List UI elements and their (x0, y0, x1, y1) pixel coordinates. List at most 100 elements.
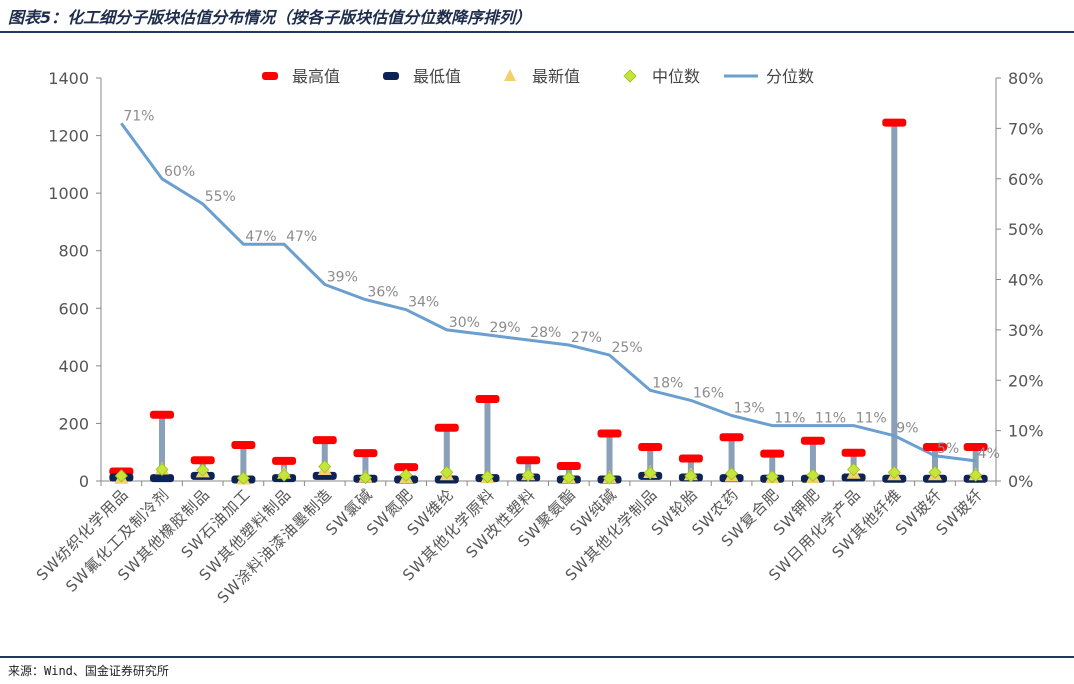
median-marker (969, 468, 983, 482)
max-marker (638, 443, 663, 452)
source-note: 来源：Wind、国金证券研究所 (8, 664, 169, 678)
y-right-tick-label: 70% (1008, 119, 1044, 138)
y-left-tick-label: 1000 (48, 184, 89, 203)
range-bar (769, 453, 776, 479)
percent-label: 11% (774, 411, 805, 427)
percentile-series-line (120, 122, 976, 463)
median-marker (928, 465, 942, 479)
y-left-tick-label: 1200 (48, 127, 89, 146)
title-rule (0, 31, 1074, 33)
max-marker (190, 456, 215, 465)
percent-label: 28% (530, 325, 561, 341)
y-right-tick-label: 40% (1008, 271, 1044, 290)
median-marker (399, 468, 413, 482)
max-marker (800, 436, 825, 445)
median-marker (806, 468, 820, 482)
median-marker (196, 463, 210, 477)
legend-swatch-dash (262, 72, 278, 80)
y-left-tick-label: 1400 (48, 69, 89, 88)
legend-swatch-triangle (504, 69, 516, 81)
percent-label: 55% (205, 189, 236, 205)
median-marker (643, 466, 657, 480)
y-left-tick-label: 0 (79, 472, 89, 491)
percent-label: 34% (408, 295, 439, 311)
median-marker (155, 462, 169, 477)
median-marker (480, 470, 495, 484)
legend-swatch-diamond (623, 69, 637, 83)
range-bar (159, 414, 166, 479)
median-marker (358, 470, 372, 485)
legend-label: 中位数 (652, 67, 700, 86)
percent-label: 39% (327, 270, 358, 286)
y-left-tick-label: 600 (58, 299, 89, 318)
max-marker (272, 456, 297, 465)
y-right-tick-label: 0% (1008, 472, 1033, 491)
y-right-tick-label: 30% (1008, 321, 1044, 340)
y-right-tick-label: 10% (1008, 422, 1044, 441)
range-bar (606, 433, 613, 480)
legend-label: 分位数 (766, 67, 814, 86)
percent-label: 16% (693, 385, 724, 401)
figure-title: 图表5：化工细分子版块估值分布情况（按各子版块估值分位数降序排列） (8, 8, 532, 27)
max-marker (231, 441, 256, 450)
median-marker (440, 465, 454, 479)
median-marker (562, 470, 576, 485)
max-marker (434, 423, 459, 432)
percent-label: 5% (937, 441, 959, 457)
y-left-tick-label: 800 (58, 242, 89, 261)
max-marker (475, 394, 500, 403)
median-marker (602, 471, 617, 485)
max-marker (841, 448, 866, 457)
max-marker (312, 436, 337, 445)
percent-label: 29% (489, 320, 520, 336)
range-bar (891, 122, 898, 479)
range-bar (809, 440, 816, 479)
chart-legend: 最高值 最低值 最新值 中位数 分位数 (262, 67, 814, 86)
percent-label: 60% (164, 164, 195, 180)
max-marker (760, 449, 785, 458)
percent-label: 11% (856, 411, 887, 427)
legend-label: 最新值 (532, 67, 580, 86)
median-marker (684, 469, 698, 483)
legend-swatch-dash (383, 72, 399, 80)
y-right-tick-label: 60% (1008, 170, 1044, 189)
percent-label: 25% (612, 340, 643, 356)
median-marker (277, 468, 291, 482)
legend-label: 最低值 (413, 67, 461, 86)
percent-label: 47% (245, 229, 276, 245)
percent-label: 36% (367, 285, 398, 301)
footer-rule (0, 656, 1074, 658)
title-bar: 图表5：化工细分子版块估值分布情况（按各子版块估值分位数降序排列） (0, 0, 1074, 34)
max-marker (353, 449, 378, 458)
median-marker (847, 462, 861, 477)
max-marker (963, 443, 988, 452)
percentile-line (120, 122, 976, 463)
percent-label: 47% (286, 229, 317, 245)
range-bar (972, 447, 979, 479)
percent-label: 27% (571, 330, 602, 346)
percent-label: 4% (978, 446, 1000, 462)
percent-label: 71% (123, 108, 154, 124)
max-marker (922, 443, 947, 452)
range-bar (728, 437, 735, 479)
median-marker (765, 470, 779, 484)
percent-label: 30% (449, 315, 480, 331)
y-left-tick-label: 400 (58, 357, 89, 376)
max-marker (394, 463, 419, 472)
valuation-chart: 0 200 400 600 800 1000 1200 1400 0% 10% 20% 30% 40% 5… (33, 67, 1044, 607)
max-marker (556, 462, 581, 471)
max-marker (516, 456, 541, 465)
percent-label: 9% (896, 421, 918, 437)
chart-axes: 0 200 400 600 800 1000 1200 1400 0% 10% 20% 30% 40% 5… (48, 69, 1043, 491)
range-bar (931, 447, 938, 479)
percent-label: 13% (734, 401, 765, 417)
max-marker (597, 429, 622, 438)
range-bar (443, 427, 450, 480)
percent-label: 11% (815, 411, 846, 427)
range-bar (647, 447, 654, 476)
y-right-tick-label: 20% (1008, 371, 1044, 390)
max-marker (719, 433, 744, 442)
percent-labels: 71% 60% 55% 47% 47% 39% 36% 34% 30% 29% 28% 27% 25% 1… (123, 108, 1000, 462)
max-marker (150, 410, 175, 419)
legend-label: 最高值 (292, 67, 340, 86)
